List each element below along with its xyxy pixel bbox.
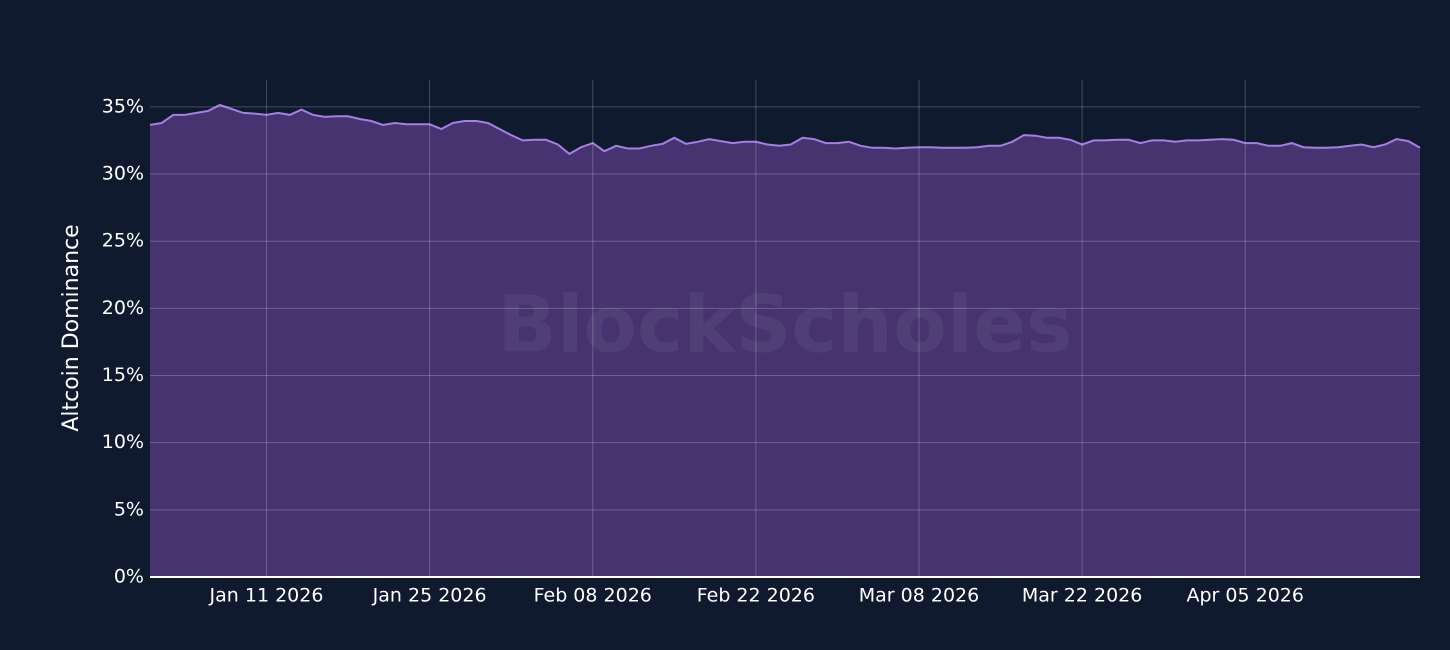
y-tick-label: 10% [102,431,144,453]
y-tick-label: 0% [114,566,144,588]
y-tick-label: 20% [102,297,144,319]
x-tick-label: Feb 22 2026 [697,585,815,607]
x-tick-label: Jan 25 2026 [372,585,487,607]
y-axis-label: Altcoin Dominance [59,224,84,431]
x-tick-label: Mar 22 2026 [1022,585,1142,607]
x-tick-label: Jan 11 2026 [209,585,324,607]
y-tick-label: 15% [102,364,144,386]
y-tick-label: 25% [102,230,144,252]
area-fill [150,104,1420,578]
watermark: BlockScholes [497,280,1072,370]
x-tick-label: Apr 05 2026 [1186,585,1303,607]
x-tick-label: Mar 08 2026 [859,585,979,607]
y-tick-label: 5% [114,498,144,520]
y-tick-label: 30% [102,163,144,185]
y-tick-label: 35% [102,95,144,117]
x-tick-label: Feb 08 2026 [534,585,652,607]
area-line [149,103,1421,156]
